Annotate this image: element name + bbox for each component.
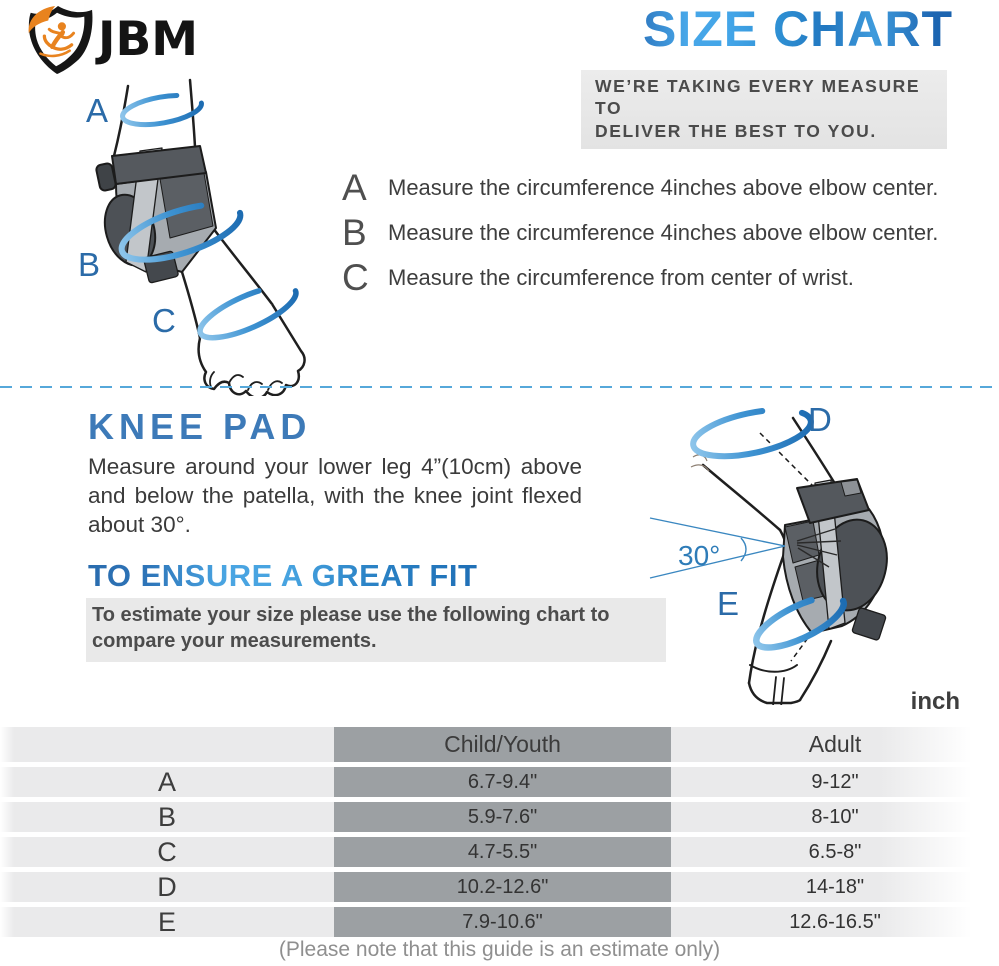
fit-section-title: TO ENSURE A GREAT FIT <box>88 558 478 593</box>
runner-icon <box>39 22 76 58</box>
adult-value: 9-12" <box>811 770 859 793</box>
fit-section-description: To estimate your size please use the fol… <box>86 598 666 662</box>
child-value: 5.9-7.6" <box>334 802 671 832</box>
adult-value: 14-18" <box>805 875 865 898</box>
tagline-line-1: WE’RE TAKING EVERY MEASURE TO <box>595 76 921 119</box>
measure-ellipse-c <box>197 283 299 341</box>
instruction-text: Measure the circumference 4inches above … <box>388 175 939 200</box>
row-label: A <box>157 766 176 797</box>
estimate-note: (Please note that this guide is an estim… <box>278 938 721 961</box>
row-label: D <box>157 871 177 902</box>
knee-pad-illustration: D E 30° <box>649 401 888 705</box>
knee-pad-description: Measure around your lower leg 4”(10cm) a… <box>88 454 582 538</box>
col-header-empty <box>0 727 334 762</box>
brand-name: JBM <box>98 12 199 67</box>
measure-ellipse-b <box>118 201 244 263</box>
instruction-text: Measure the circumference 4inches above … <box>388 220 939 245</box>
col-header-adult: Adult <box>808 731 862 757</box>
row-label: B <box>157 801 176 832</box>
measurement-instructions: A Measure the circumference 4inches abov… <box>342 166 938 301</box>
instruction-letter: A <box>342 167 367 208</box>
logo-orange-crescent <box>28 5 56 34</box>
measure-ellipse-a <box>120 92 204 128</box>
adult-value: 12.6-16.5" <box>789 910 881 933</box>
child-value: 4.7-5.5" <box>334 837 671 867</box>
hand-outline <box>197 303 306 396</box>
table-row: A 6.7-9.4" 9-12" <box>0 767 999 797</box>
size-table: Child/Youth Adult A 6.7-9.4" 9-12" B 5.9… <box>0 727 999 942</box>
table-row: D 10.2-12.6" 14-18" <box>0 872 999 902</box>
marker-d-label: D <box>808 401 832 438</box>
marker-e-label: E <box>717 585 739 622</box>
knee-pad-title: KNEE PAD <box>88 406 312 447</box>
instruction-text: Measure the circumference from center of… <box>388 265 854 290</box>
angle-label: 30° <box>678 540 720 571</box>
adult-value: 6.5-8" <box>808 840 862 863</box>
row-label: E <box>157 906 176 937</box>
child-value: 10.2-12.6" <box>334 872 671 902</box>
col-header-child: Child/Youth <box>334 727 671 762</box>
elbow-pad-illustration: A B C <box>78 78 306 396</box>
marker-c-label: C <box>152 302 176 339</box>
instruction-row-c: C Measure the circumference from center … <box>342 256 938 300</box>
adult-value: 8-10" <box>811 805 859 828</box>
instruction-letter: B <box>342 212 367 253</box>
table-header-row: Child/Youth Adult <box>0 727 999 762</box>
table-row: E 7.9-10.6" 12.6-16.5" <box>0 907 999 937</box>
unit-label: inch <box>910 688 960 715</box>
row-label: C <box>157 836 177 867</box>
marker-a-label: A <box>86 92 108 129</box>
brand-logo <box>28 5 93 75</box>
tagline: WE’RE TAKING EVERY MEASURE TO DELIVER TH… <box>581 70 947 150</box>
knee-pad <box>782 478 888 641</box>
page-title: SIZE CHART <box>598 2 998 57</box>
child-value: 6.7-9.4" <box>334 767 671 797</box>
measure-ellipse-e <box>753 593 847 651</box>
knee-angle-annotation <box>649 517 786 579</box>
marker-b-label: B <box>78 246 100 283</box>
instruction-row-a: A Measure the circumference 4inches abov… <box>342 166 938 210</box>
table-row: C 4.7-5.5" 6.5-8" <box>0 837 999 867</box>
elbow-pad <box>95 145 217 284</box>
instruction-row-b: B Measure the circumference 4inches abov… <box>342 211 938 255</box>
dashed-divider <box>0 386 999 388</box>
measure-ellipse-d <box>690 406 814 460</box>
child-value: 7.9-10.6" <box>334 907 671 937</box>
table-row: B 5.9-7.6" 8-10" <box>0 802 999 832</box>
tagline-line-2: DELIVER THE BEST TO YOU. <box>595 120 877 141</box>
instruction-letter: C <box>342 257 369 298</box>
